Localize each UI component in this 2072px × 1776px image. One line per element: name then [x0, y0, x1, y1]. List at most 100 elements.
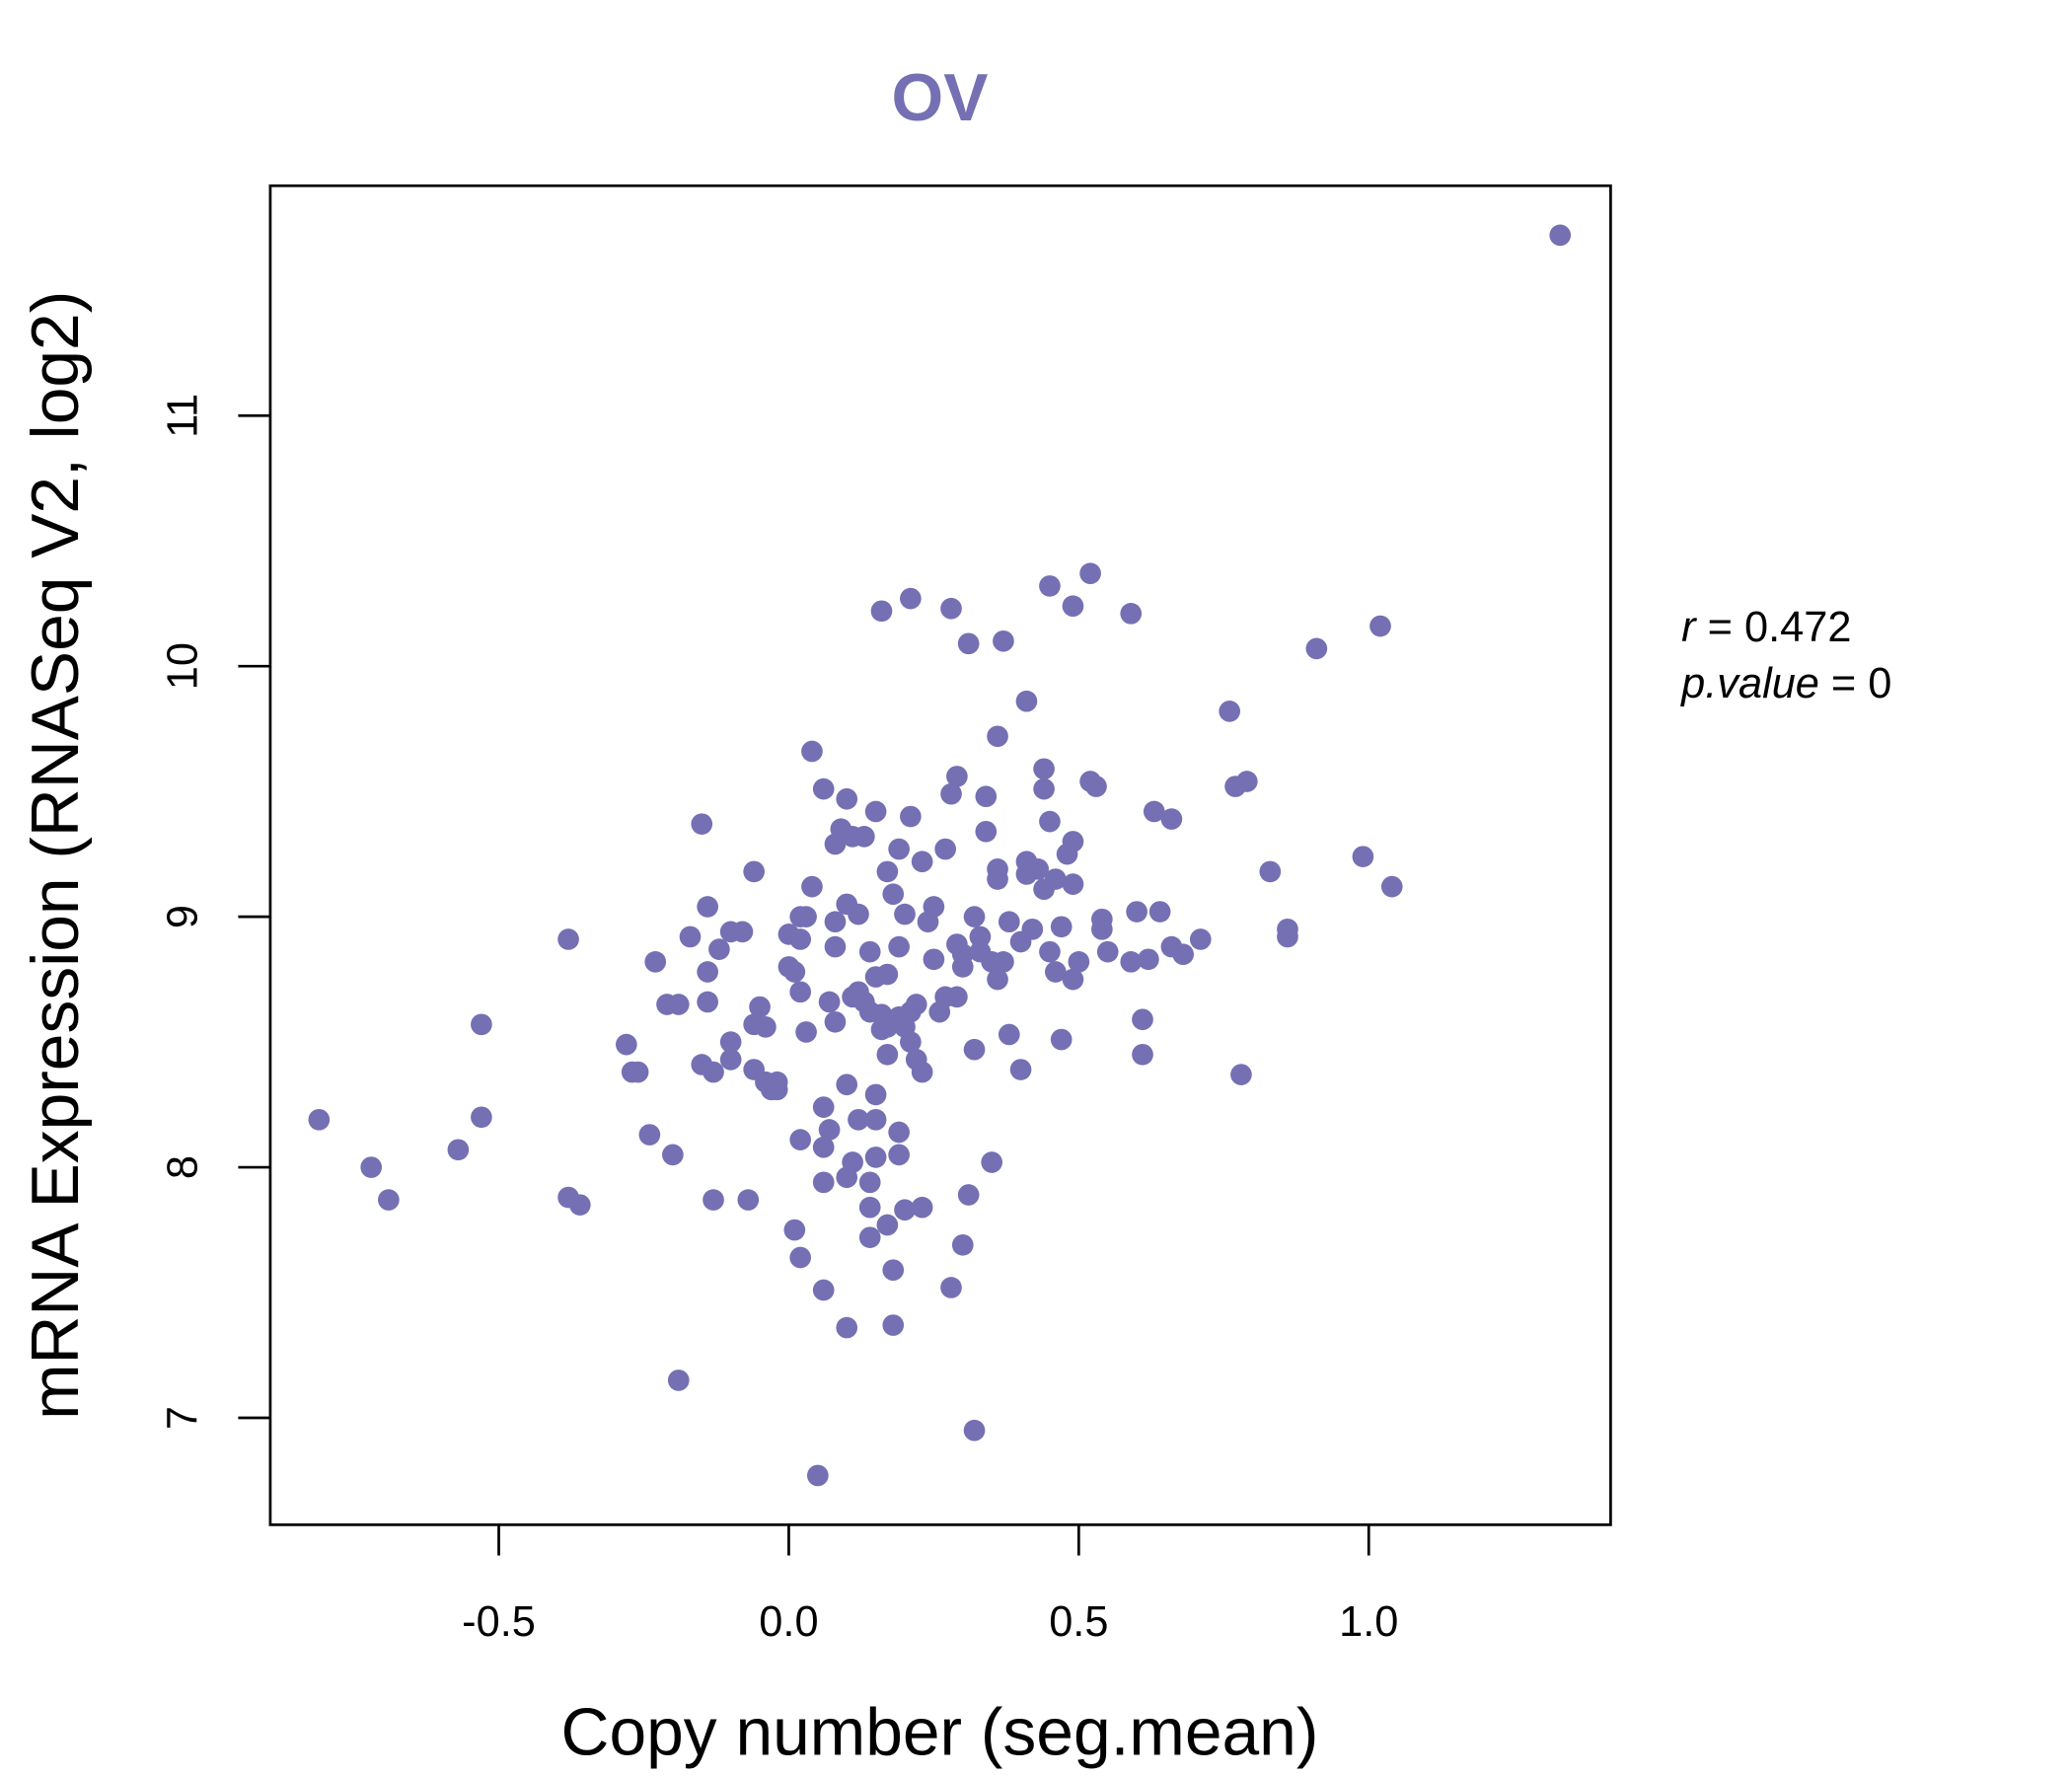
data-point [1549, 224, 1572, 247]
data-point [888, 935, 910, 958]
data-point [824, 935, 847, 958]
data-point [882, 1314, 905, 1336]
data-point [882, 1259, 905, 1282]
data-point [471, 1106, 492, 1129]
data-point [940, 782, 962, 805]
y-tick-label: 11 [159, 394, 206, 438]
data-point [818, 1119, 841, 1141]
y-tick-label: 9 [159, 905, 206, 928]
data-point [858, 1226, 881, 1249]
data-point [1189, 928, 1212, 950]
data-point [1219, 701, 1241, 722]
data-point [667, 994, 690, 1015]
x-axis-label: Copy number (seg.mean) [561, 1695, 1319, 1769]
data-point [864, 1083, 887, 1106]
data-point [946, 766, 968, 787]
data-point [969, 925, 992, 948]
data-point [864, 800, 887, 823]
data-point [911, 1196, 933, 1219]
data-point [876, 1016, 899, 1038]
data-point [703, 1061, 724, 1083]
data-point [697, 961, 718, 983]
data-point [783, 1219, 806, 1241]
data-point [644, 950, 667, 973]
data-point [858, 940, 881, 963]
data-point [662, 1144, 684, 1166]
data-point [1062, 873, 1084, 895]
data-point [1380, 875, 1403, 898]
data-point [987, 868, 1008, 890]
data-point [806, 1464, 829, 1487]
data-point [708, 938, 730, 960]
x-tick-label: -0.5 [462, 1598, 536, 1646]
data-point [946, 986, 968, 1008]
data-point [951, 943, 974, 966]
data-point [679, 925, 702, 948]
p-value: 0 [1868, 660, 1891, 707]
r-label: r [1681, 604, 1697, 651]
data-point [923, 948, 945, 971]
data-point [900, 805, 922, 828]
data-point [963, 1419, 986, 1442]
data-point [1062, 831, 1084, 852]
data-point [616, 1033, 637, 1056]
data-point [975, 785, 998, 808]
data-point [1050, 1028, 1073, 1051]
chart-title: OV [892, 61, 989, 135]
y-tick-label: 7 [159, 1406, 206, 1430]
data-point [812, 1279, 835, 1301]
data-point [876, 1043, 899, 1066]
x-tick-label: 0.5 [1049, 1598, 1108, 1646]
p-value-text: p.value = 0 [1679, 660, 1891, 707]
data-point [1039, 810, 1061, 833]
data-point [789, 1246, 812, 1269]
x-axis: -0.5 0.0 0.5 1.0 [462, 1524, 1398, 1646]
data-point [1039, 575, 1061, 597]
data-point [894, 903, 916, 925]
data-point [697, 991, 718, 1013]
data-point [957, 1184, 980, 1206]
data-point [818, 991, 841, 1013]
data-point [870, 600, 893, 623]
data-point [888, 1144, 910, 1166]
data-points [308, 224, 1572, 1487]
data-point [1138, 948, 1159, 971]
data-point [934, 838, 956, 860]
data-point [975, 820, 998, 843]
data-point [1079, 562, 1101, 585]
data-point [951, 1233, 974, 1256]
data-point [1021, 918, 1044, 940]
data-point [1085, 776, 1107, 797]
data-point [858, 1171, 881, 1194]
data-point [888, 1121, 910, 1144]
y-tick-label: 10 [159, 642, 206, 690]
data-point [795, 1021, 817, 1043]
data-point [1148, 901, 1171, 923]
data-point [749, 996, 771, 1018]
plot-frame [268, 184, 1612, 1526]
data-point [812, 1096, 835, 1118]
data-point [1027, 858, 1050, 880]
data-point [848, 1108, 869, 1131]
data-point [824, 1010, 847, 1033]
data-point [923, 896, 945, 918]
data-point [378, 1189, 400, 1211]
data-point [1230, 1064, 1252, 1085]
correlation-r: r = 0.472 [1681, 604, 1851, 651]
data-point [360, 1156, 383, 1178]
data-point [905, 994, 927, 1015]
data-point [957, 632, 980, 655]
data-point [998, 1023, 1020, 1046]
x-tick-label: 1.0 [1339, 1598, 1398, 1646]
data-point [812, 1171, 835, 1194]
data-point [981, 1151, 1003, 1173]
data-point [812, 1136, 835, 1158]
data-point [812, 777, 835, 800]
data-point [1050, 916, 1073, 938]
data-point [963, 906, 986, 927]
data-point [447, 1139, 470, 1161]
data-point [882, 883, 905, 906]
data-point [789, 981, 812, 1003]
